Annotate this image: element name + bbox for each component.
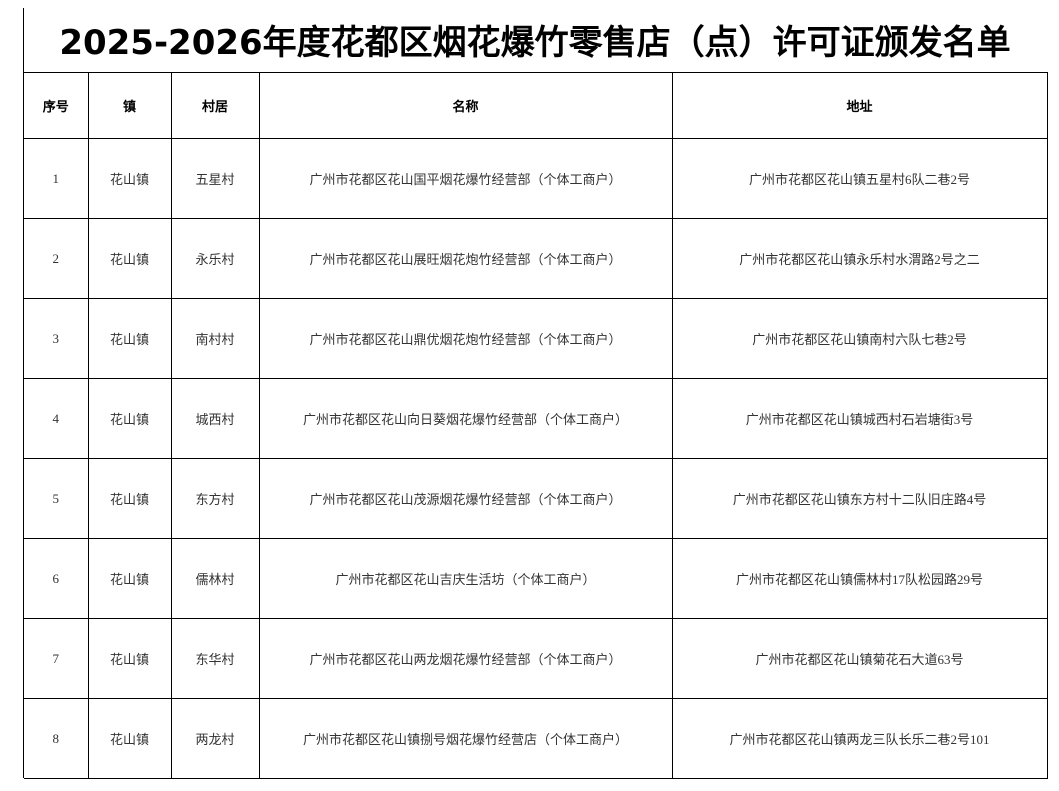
table-cell: 3 — [24, 298, 89, 379]
table-cell: 五星村 — [170, 138, 260, 219]
header-cell: 镇 — [87, 72, 172, 139]
header-row: 序号镇村居 名称 地址 — [24, 72, 1048, 139]
header-cell: 名称 — [258, 72, 673, 139]
table-cell: 广州市花都区花山镇儒林村17队松园路29号 — [671, 538, 1048, 619]
table-cell: 广州市花都区花山镇菊花石大道63号 — [671, 618, 1048, 699]
table-cell: 花山镇 — [87, 538, 172, 619]
table-cell: 花山镇 — [87, 698, 172, 779]
table-cell: 广州市花都区花山展旺烟花炮竹经营部（个体工商户） — [258, 218, 673, 299]
table-cell: 花山镇 — [87, 458, 172, 539]
table-cell: 两龙村 — [170, 698, 260, 779]
table-cell: 广州市花都区花山向日葵烟花爆竹经营部（个体工商户） — [258, 378, 673, 459]
table-header: 序号镇村居 名称 地址 — [24, 72, 1048, 139]
document-title: 2025-2026年度花都区烟花爆竹零售店（点）许可证颁发名单 — [59, 23, 1011, 63]
table-cell: 广州市花都区花山镇东方村十二队旧庄路4号 — [671, 458, 1048, 539]
table-cell: 南村村 — [170, 298, 260, 379]
table-cell: 花山镇 — [87, 218, 172, 299]
table-cell: 花山镇 — [87, 618, 172, 699]
table-cell: 花山镇 — [87, 298, 172, 379]
table-cell: 2 — [24, 218, 89, 299]
table-row: 7 花山镇 东华村 广州市花都区花山两龙烟花爆竹经营部（个体工商户） 广州市花都区花山镇… — [24, 618, 1048, 699]
table-row: 1 花山镇 五星村 广州市花都区花山国平烟花爆竹经营部（个体工商户） 广州市花都区花山镇… — [24, 138, 1048, 219]
license-table: 序号镇村居 名称 地址 1 花山镇 五星村 广州市花都区花山国平烟花爆竹经营部（个体工商户… — [24, 72, 1048, 779]
table-cell: 广州市花都区花山镇两龙三队长乐二巷2号101 — [671, 698, 1048, 779]
header-cell: 地址 — [671, 72, 1048, 139]
table-cell: 广州市花都区花山茂源烟花爆竹经营部（个体工商户） — [258, 458, 673, 539]
table-cell: 广州市花都区花山镇永乐村水渭路2号之二 — [671, 218, 1048, 299]
table-cell: 4 — [24, 378, 89, 459]
table-row: 5 花山镇 东方村 广州市花都区花山茂源烟花爆竹经营部（个体工商户） 广州市花都区花山镇… — [24, 458, 1048, 539]
table-row: 8 花山镇 两龙村 广州市花都区花山镇捌号烟花爆竹经营店（个体工商户） 广州市花都区花山… — [24, 698, 1048, 779]
table-cell: 东华村 — [170, 618, 260, 699]
table-row: 3 花山镇 南村村 广州市花都区花山鼎优烟花炮竹经营部（个体工商户） 广州市花都区花山镇… — [24, 298, 1048, 379]
left-rule — [23, 8, 24, 778]
table-cell: 1 — [24, 138, 89, 219]
table-cell: 广州市花都区花山鼎优烟花炮竹经营部（个体工商户） — [258, 298, 673, 379]
table-cell: 广州市花都区花山两龙烟花爆竹经营部（个体工商户） — [258, 618, 673, 699]
header-cell: 村居 — [170, 72, 260, 139]
table-cell: 广州市花都区花山镇南村六队七巷2号 — [671, 298, 1048, 379]
table-cell: 东方村 — [170, 458, 260, 539]
table-row: 4 花山镇 城西村 广州市花都区花山向日葵烟花爆竹经营部（个体工商户） 广州市花都区花山… — [24, 378, 1048, 459]
table-cell: 广州市花都区花山国平烟花爆竹经营部（个体工商户） — [258, 138, 673, 219]
table-cell: 7 — [24, 618, 89, 699]
table-cell: 儒林村 — [170, 538, 260, 619]
table-cell: 广州市花都区花山吉庆生活坊（个体工商户） — [258, 538, 673, 619]
table-row: 2 花山镇 永乐村 广州市花都区花山展旺烟花炮竹经营部（个体工商户） 广州市花都区花山镇… — [24, 218, 1048, 299]
table-cell: 城西村 — [170, 378, 260, 459]
header-cell: 序号 — [24, 72, 89, 139]
table-row: 6 花山镇 儒林村 广州市花都区花山吉庆生活坊（个体工商户） 广州市花都区花山镇儒林村1… — [24, 538, 1048, 619]
table-cell: 花山镇 — [87, 378, 172, 459]
table-body: 1 花山镇 五星村 广州市花都区花山国平烟花爆竹经营部（个体工商户） 广州市花都区花山镇… — [24, 138, 1048, 779]
table-cell: 广州市花都区花山镇五星村6队二巷2号 — [671, 138, 1048, 219]
table-cell: 5 — [24, 458, 89, 539]
table-cell: 花山镇 — [87, 138, 172, 219]
table-cell: 8 — [24, 698, 89, 779]
table-cell: 永乐村 — [170, 218, 260, 299]
table-cell: 6 — [24, 538, 89, 619]
table-cell: 广州市花都区花山镇捌号烟花爆竹经营店（个体工商户） — [258, 698, 673, 779]
table-cell: 广州市花都区花山镇城西村石岩塘街3号 — [671, 378, 1048, 459]
